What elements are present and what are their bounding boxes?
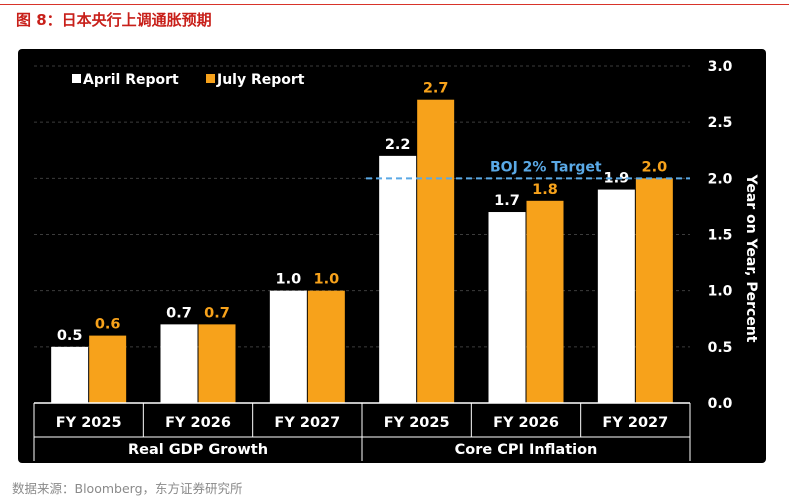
bar-july xyxy=(635,178,673,403)
bar-value-label: 1.7 xyxy=(494,193,520,209)
x-tick-label: FY 2025 xyxy=(56,415,122,431)
bar-april xyxy=(160,324,198,403)
bar-july xyxy=(198,324,236,403)
x-group-label: Real GDP Growth xyxy=(128,442,268,458)
bar-april xyxy=(379,155,417,403)
bar-value-label: 0.5 xyxy=(57,328,83,344)
x-tick-label: FY 2027 xyxy=(274,415,340,431)
legend-label-0: April Report xyxy=(83,72,179,88)
figure-title: 图 8：日本央行上调通胀预期 xyxy=(16,11,212,29)
bar-value-label: 1.0 xyxy=(313,272,339,288)
legend-label-1: July Report xyxy=(216,72,305,88)
boj-target-label: BOJ 2% Target xyxy=(490,159,602,175)
x-tick-label: FY 2026 xyxy=(493,415,559,431)
bar-value-label: 0.7 xyxy=(204,305,230,321)
legend-swatch-0 xyxy=(72,74,81,83)
y-tick-label: 2.0 xyxy=(708,171,733,187)
source-note: 数据来源：Bloomberg，东方证券研究所 xyxy=(12,481,243,496)
title-rule xyxy=(0,4,789,5)
y-axis-title: Year on Year, Percent xyxy=(743,174,759,343)
bar-july xyxy=(307,290,345,403)
chart: 0.0 0.5 1.0 1.5 2.0 2.5 3.0 Year on Year, Perce… xyxy=(33,59,759,461)
bar-value-label: 1.8 xyxy=(532,182,558,198)
y-tick-label: 1.0 xyxy=(708,284,733,300)
bar-value-label: 0.6 xyxy=(95,317,121,333)
bar-value-label: 1.0 xyxy=(275,272,301,288)
y-tick-label: 1.5 xyxy=(708,228,733,244)
bar-value-label: 2.0 xyxy=(641,159,667,175)
x-tick-label: FY 2026 xyxy=(165,415,231,431)
x-group-label: Core CPI Inflation xyxy=(455,442,598,458)
legend-swatch-1 xyxy=(206,74,215,83)
bar-value-label: 2.2 xyxy=(385,137,411,153)
y-tick-label: 0.0 xyxy=(708,396,733,412)
y-tick-label: 2.5 xyxy=(708,115,733,131)
bar-april xyxy=(51,346,89,403)
y-tick-label: 0.5 xyxy=(708,340,733,356)
bar-april xyxy=(269,290,307,403)
bar-july xyxy=(526,200,564,403)
bar-value-label: 2.7 xyxy=(423,81,449,97)
bar-april xyxy=(488,212,526,403)
bar-april xyxy=(597,189,635,403)
x-tick-label: FY 2027 xyxy=(602,415,668,431)
x-tick-label: FY 2025 xyxy=(384,415,450,431)
bar-july xyxy=(89,335,127,403)
bar-july xyxy=(417,99,455,403)
bar-value-label: 0.7 xyxy=(166,305,192,321)
y-tick-label: 3.0 xyxy=(708,59,733,75)
chart-panel: 0.0 0.5 1.0 1.5 2.0 2.5 3.0 Year on Year, Perce… xyxy=(18,49,766,463)
